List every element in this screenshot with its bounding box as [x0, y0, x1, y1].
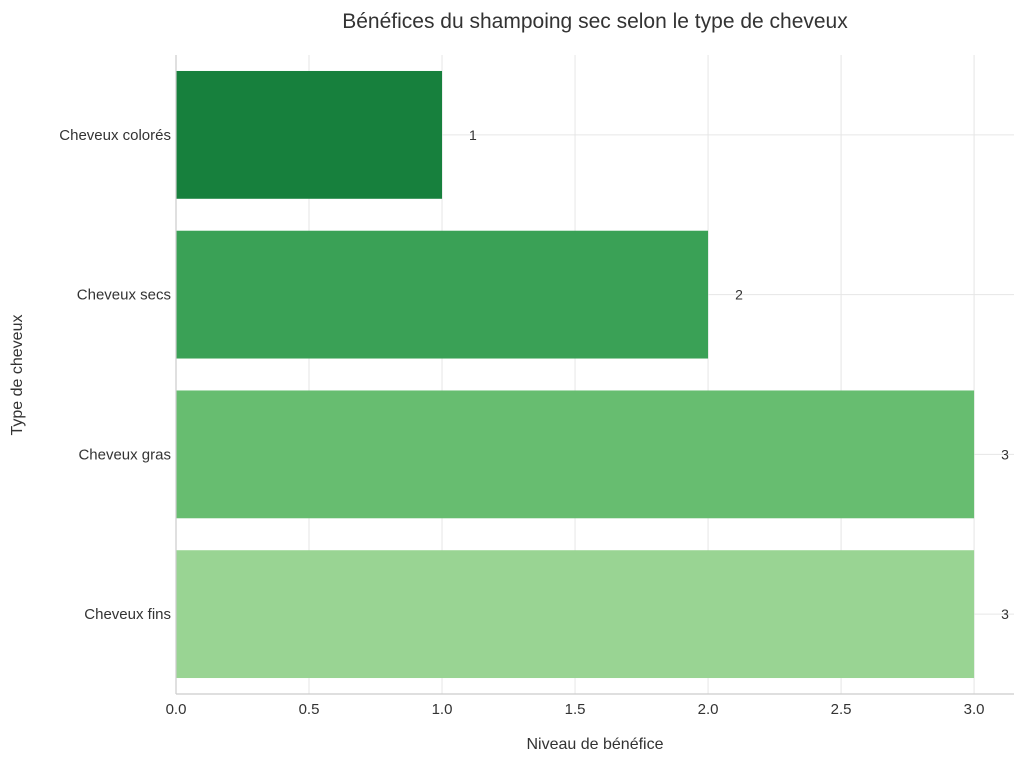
- bar: [176, 230, 709, 359]
- y-axis-label: Type de cheveux: [9, 315, 26, 436]
- data-label: 1: [469, 127, 477, 143]
- y-tick-label: Cheveux secs: [77, 287, 171, 304]
- x-tick-label: 0.5: [299, 701, 320, 718]
- x-tick-label: 0.0: [166, 701, 187, 718]
- bar: [176, 550, 975, 679]
- x-tick-label: 2.5: [831, 701, 852, 718]
- axes: [175, 55, 1014, 695]
- x-tick-label: 1.0: [432, 701, 453, 718]
- bar: [176, 390, 975, 519]
- y-tick-label: Cheveux gras: [78, 446, 171, 463]
- x-tick-labels: 0.0 0.5 1.0 1.5 2.0 2.5 3.0: [166, 701, 985, 718]
- chart-title: Bénéfices du shampoing sec selon le type…: [342, 10, 848, 33]
- data-label: 2: [735, 287, 743, 303]
- x-axis-label: Niveau de bénéfice: [527, 736, 664, 753]
- bar: [176, 70, 443, 199]
- x-tick-label: 1.5: [565, 701, 586, 718]
- y-tick-label: Cheveux fins: [84, 606, 171, 623]
- data-labels: 1 2 3 3: [469, 127, 1009, 622]
- x-tick-label: 3.0: [964, 701, 985, 718]
- y-tick-label: Cheveux colorés: [59, 127, 171, 144]
- data-label: 3: [1001, 606, 1009, 622]
- y-tick-labels: Cheveux colorés Cheveux secs Cheveux gras C…: [59, 127, 171, 623]
- bars: [176, 70, 975, 679]
- x-tick-label: 2.0: [698, 701, 719, 718]
- data-label: 3: [1001, 446, 1009, 462]
